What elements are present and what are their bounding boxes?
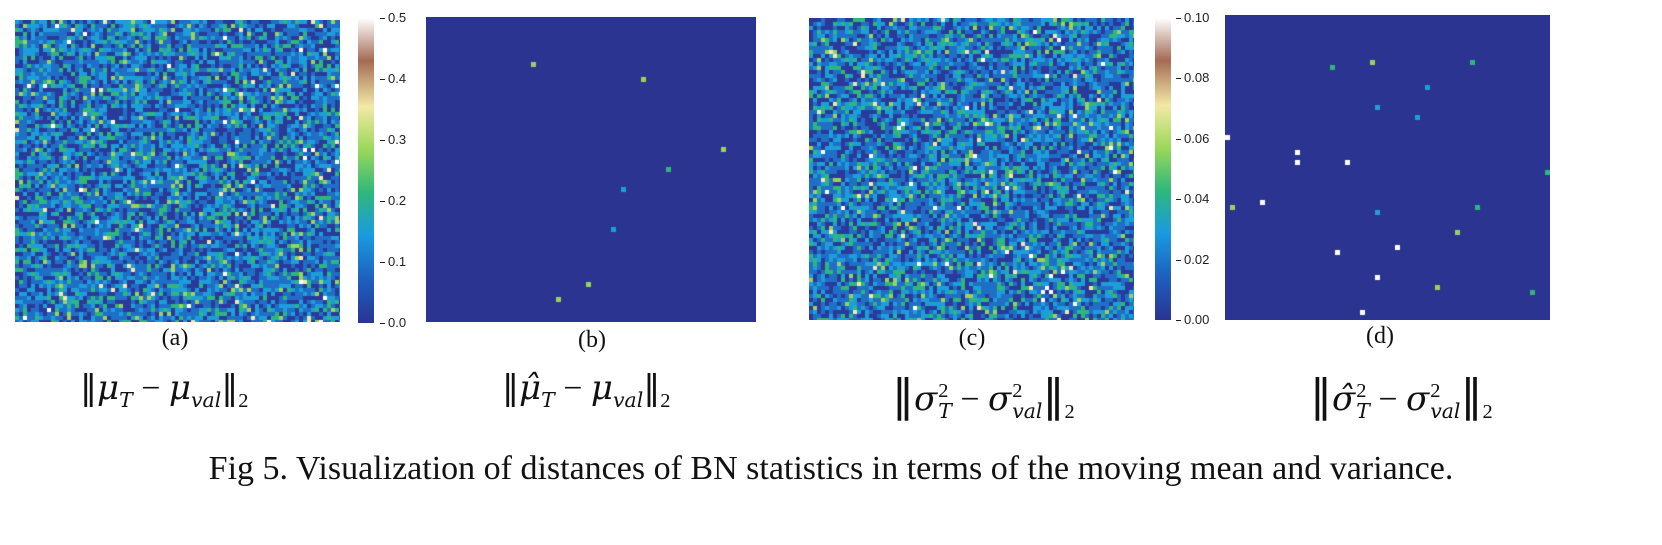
formula-b: ‖μ̂T − μval‖2	[502, 368, 671, 412]
colorbar-tick: 0.02	[1175, 252, 1210, 267]
colorbar-tick: 0.4	[379, 71, 407, 86]
colorbar-gradient	[358, 18, 374, 323]
colorbar-tick: 0.2	[379, 193, 407, 208]
colorbar-tick: 0.10	[1175, 10, 1210, 25]
formula-symbol: μ	[97, 368, 120, 408]
formula-symbol: σ	[988, 379, 1012, 419]
formula-d: ‖σ̂ 2 T − σ 2 val ‖2	[1310, 370, 1493, 423]
colorbar-tick: 0.5	[379, 10, 407, 25]
formula-symbol: σ̂	[1332, 379, 1356, 419]
colorbar-tick: 0.0	[379, 315, 407, 330]
panel-label-b: (b)	[578, 327, 606, 353]
figure-caption: Fig 5. Visualization of distances of BN …	[208, 450, 1454, 487]
colorbar-tick: 0.1	[379, 254, 407, 269]
formula-symbol: μ	[590, 368, 614, 408]
formula-symbol: μ	[168, 368, 192, 408]
formula-a: ‖μT − μval‖2	[80, 368, 249, 412]
formula-symbol: σ	[1406, 379, 1430, 419]
colorbar-mean	[358, 18, 374, 323]
heatmap-b	[426, 17, 756, 322]
formula-symbol: σ	[914, 379, 938, 419]
colorbar-tick: 0.00	[1175, 312, 1210, 327]
formula-c: ‖σ 2 T − σ 2 val ‖2	[892, 370, 1075, 423]
heatmap-d	[1225, 15, 1550, 320]
panel-label-c: (c)	[958, 325, 986, 351]
heatmap-a	[15, 20, 340, 322]
panel-label-d: (d)	[1366, 323, 1394, 349]
colorbar-tick: 0.3	[379, 132, 407, 147]
formula-symbol: μ̂	[519, 368, 542, 408]
colorbar-variance	[1155, 18, 1171, 320]
panel-label-a: (a)	[161, 325, 189, 351]
colorbar-gradient	[1155, 18, 1171, 320]
colorbar-tick: 0.06	[1175, 131, 1210, 146]
heatmap-c	[809, 18, 1134, 320]
colorbar-tick: 0.08	[1175, 70, 1210, 85]
colorbar-tick: 0.04	[1175, 191, 1210, 206]
